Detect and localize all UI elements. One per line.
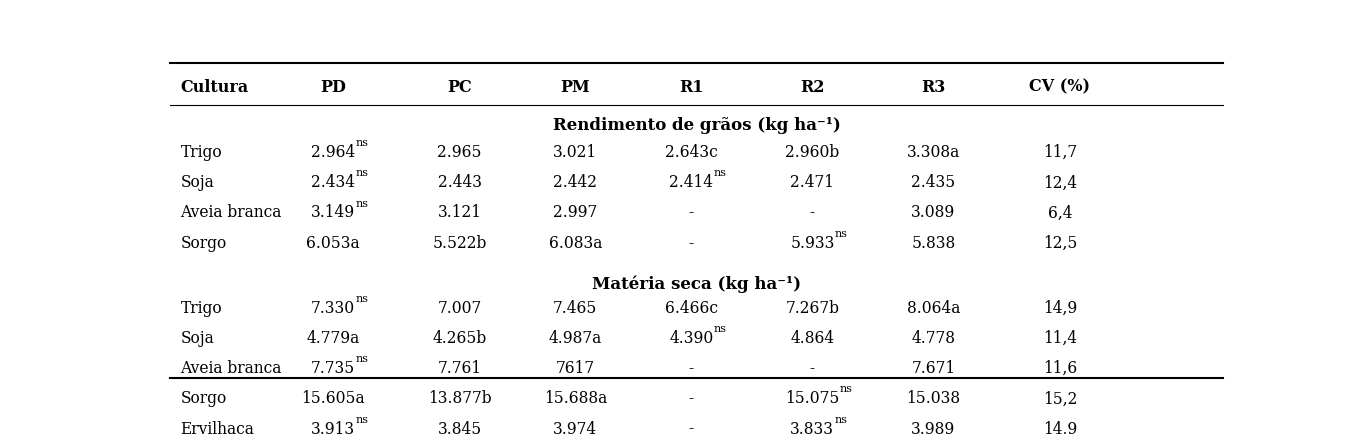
Text: 2.471: 2.471 [791,174,834,191]
Text: 7.267b: 7.267b [786,299,840,316]
Text: ns: ns [355,198,368,208]
Text: 7.671: 7.671 [912,359,955,376]
Text: 6,4: 6,4 [1048,204,1072,221]
Text: 3.974: 3.974 [553,420,598,434]
Text: 14,9: 14,9 [1042,299,1076,316]
Text: Trigo: Trigo [181,144,222,161]
Text: Soja: Soja [181,329,215,346]
Text: ns: ns [834,228,848,238]
Text: 7.465: 7.465 [553,299,598,316]
Text: 4.864: 4.864 [791,329,834,346]
Text: 15.038: 15.038 [906,389,961,406]
Text: ns: ns [355,354,368,364]
Text: -: - [689,234,694,251]
Text: 7.735: 7.735 [311,359,355,376]
Text: 8.064a: 8.064a [906,299,961,316]
Text: ns: ns [355,168,368,178]
Text: ns: ns [355,414,368,424]
Text: -: - [810,204,815,221]
Text: 2.643c: 2.643c [665,144,718,161]
Text: 7.761: 7.761 [438,359,481,376]
Text: ns: ns [713,323,726,333]
Text: 6.083a: 6.083a [549,234,602,251]
Text: 2.414: 2.414 [669,174,713,191]
Text: 3.913: 3.913 [311,420,355,434]
Text: 3.021: 3.021 [553,144,598,161]
Text: 2.997: 2.997 [553,204,598,221]
Text: 11,6: 11,6 [1042,359,1076,376]
Text: ns: ns [355,293,368,303]
Text: 4.390: 4.390 [669,329,713,346]
Text: 3.121: 3.121 [438,204,481,221]
Text: 4.778: 4.778 [912,329,955,346]
Text: PD: PD [321,79,347,95]
Text: ns: ns [840,384,852,394]
Text: Sorgo: Sorgo [181,389,227,406]
Text: 5.838: 5.838 [912,234,955,251]
Text: 7.007: 7.007 [438,299,481,316]
Text: R1: R1 [680,79,704,95]
Text: Sorgo: Sorgo [181,234,227,251]
Text: 15.688a: 15.688a [544,389,607,406]
Text: 2.964: 2.964 [311,144,355,161]
Text: 11,4: 11,4 [1042,329,1076,346]
Text: 4.779a: 4.779a [307,329,360,346]
Text: -: - [689,204,694,221]
Text: 2.960b: 2.960b [786,144,840,161]
Text: 2.965: 2.965 [438,144,481,161]
Text: CV (%): CV (%) [1029,79,1090,95]
Text: 15.075: 15.075 [786,389,840,406]
Text: 7.330: 7.330 [311,299,355,316]
Text: PC: PC [447,79,472,95]
Text: Ervilhaca: Ervilhaca [181,420,254,434]
Text: 13.877b: 13.877b [428,389,492,406]
Text: 3.308a: 3.308a [906,144,959,161]
Text: ns: ns [355,138,368,148]
Text: -: - [689,420,694,434]
Text: Aveia branca: Aveia branca [181,204,281,221]
Text: 15.605a: 15.605a [302,389,366,406]
Text: Aveia branca: Aveia branca [181,359,281,376]
Text: R3: R3 [921,79,946,95]
Text: 3.845: 3.845 [438,420,481,434]
Text: 6.466c: 6.466c [665,299,718,316]
Text: R2: R2 [800,79,825,95]
Text: PM: PM [560,79,590,95]
Text: 4.987a: 4.987a [549,329,602,346]
Text: 5.522b: 5.522b [432,234,487,251]
Text: 12,5: 12,5 [1042,234,1078,251]
Text: -: - [689,389,694,406]
Text: 3.989: 3.989 [912,420,955,434]
Text: -: - [810,359,815,376]
Text: 4.265b: 4.265b [432,329,487,346]
Text: 15,2: 15,2 [1042,389,1078,406]
Text: 14,9: 14,9 [1042,420,1076,434]
Text: Rendimento de grãos (kg ha⁻¹): Rendimento de grãos (kg ha⁻¹) [553,116,840,133]
Text: Trigo: Trigo [181,299,222,316]
Text: ns: ns [713,168,726,178]
Text: Soja: Soja [181,174,215,191]
Text: Cultura: Cultura [181,79,249,95]
Text: 3.089: 3.089 [912,204,955,221]
Text: 2.435: 2.435 [912,174,955,191]
Text: 3.833: 3.833 [791,420,834,434]
Text: 7617: 7617 [556,359,595,376]
Text: 2.434: 2.434 [311,174,355,191]
Text: 5.933: 5.933 [790,234,834,251]
Text: 2.442: 2.442 [553,174,598,191]
Text: Matéria seca (kg ha⁻¹): Matéria seca (kg ha⁻¹) [593,275,800,293]
Text: 3.149: 3.149 [311,204,355,221]
Text: 6.053a: 6.053a [306,234,360,251]
Text: 2.443: 2.443 [438,174,481,191]
Text: 12,4: 12,4 [1042,174,1076,191]
Text: ns: ns [834,414,848,424]
Text: 11,7: 11,7 [1042,144,1076,161]
Text: -: - [689,359,694,376]
